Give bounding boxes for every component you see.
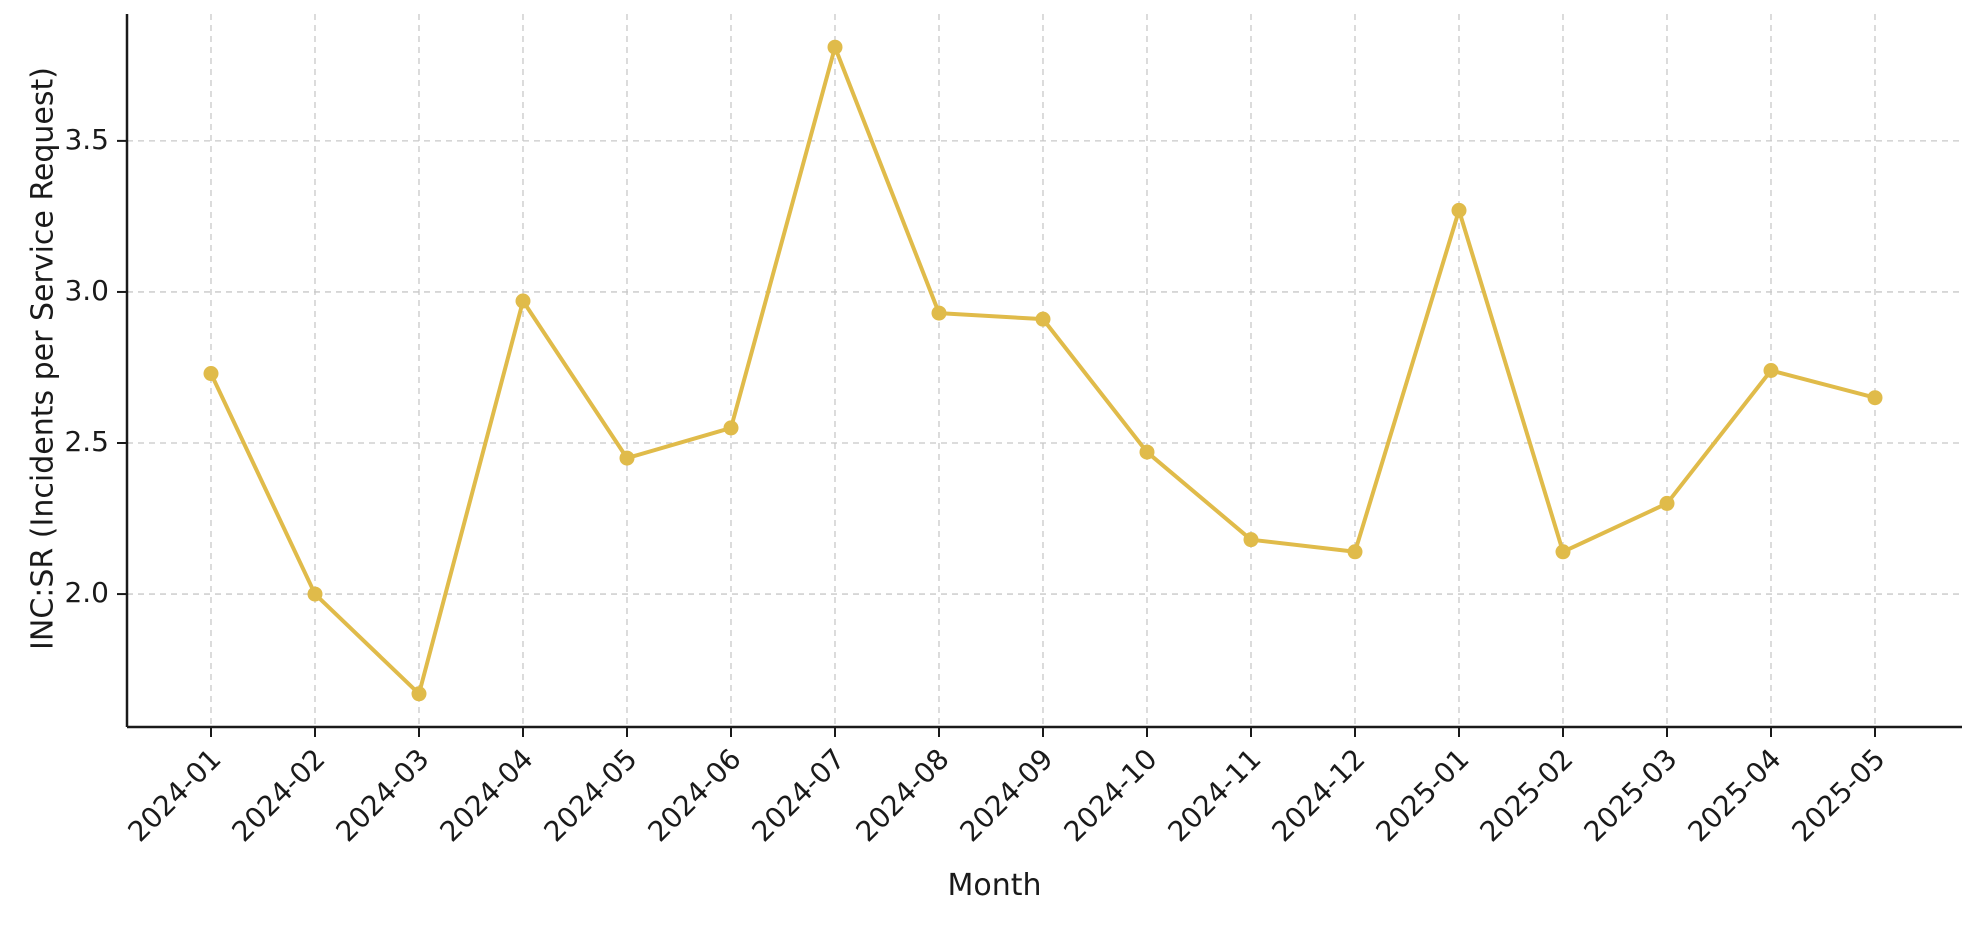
data-point xyxy=(1659,495,1675,511)
y-tick-label: 2.5 xyxy=(64,425,109,458)
x-tick-label: 2024-03 xyxy=(330,742,436,848)
data-point xyxy=(1763,363,1779,378)
series xyxy=(203,39,1883,702)
data-point xyxy=(1035,311,1051,327)
data-point xyxy=(203,366,219,382)
x-tick-label: 2024-06 xyxy=(642,742,748,848)
x-axis-label: Month xyxy=(947,868,1041,903)
y-tick-label: 3.0 xyxy=(64,274,109,307)
x-tick-label: 2025-02 xyxy=(1474,742,1580,848)
y-axis-label: INC:SR (Incidents per Service Request) xyxy=(26,67,61,650)
x-tick-label: 2024-08 xyxy=(850,742,956,848)
data-point xyxy=(619,450,635,466)
grid xyxy=(127,14,1962,727)
data-point xyxy=(1867,390,1883,406)
data-point xyxy=(411,686,427,702)
x-tick-label: 2024-12 xyxy=(1266,742,1372,848)
data-point xyxy=(931,305,947,321)
x-tick-label: 2024-09 xyxy=(954,742,1060,848)
data-point xyxy=(1555,544,1571,560)
data-point xyxy=(307,586,323,602)
data-point xyxy=(515,293,531,309)
x-tick-label: 2024-02 xyxy=(226,742,332,848)
axes xyxy=(125,14,1962,729)
data-point xyxy=(1139,444,1155,460)
data-point xyxy=(1451,202,1467,218)
x-tick-label: 2024-05 xyxy=(538,742,644,848)
x-tick-label: 2025-05 xyxy=(1786,742,1892,848)
x-tick-label: 2025-03 xyxy=(1578,742,1684,848)
x-tick-label: 2024-01 xyxy=(122,742,228,848)
x-tick-label: 2024-11 xyxy=(1162,742,1268,848)
x-tick-label: 2024-07 xyxy=(746,742,852,848)
x-tick-label: 2025-01 xyxy=(1370,742,1476,848)
data-point xyxy=(1347,544,1363,560)
x-tick-label: 2024-04 xyxy=(434,742,540,848)
y-ticks: 2.0 2.5 3.0 3.5 xyxy=(64,123,127,609)
x-ticks: 2024-012024-022024-032024-042024-052024-… xyxy=(122,727,1892,848)
y-tick-label: 3.5 xyxy=(64,123,109,156)
data-point xyxy=(827,39,843,55)
x-tick-label: 2025-04 xyxy=(1682,742,1788,848)
y-tick-label: 2.0 xyxy=(64,576,109,609)
x-tick-label: 2024-10 xyxy=(1058,742,1164,848)
data-point xyxy=(723,420,739,436)
data-point xyxy=(1243,532,1259,548)
